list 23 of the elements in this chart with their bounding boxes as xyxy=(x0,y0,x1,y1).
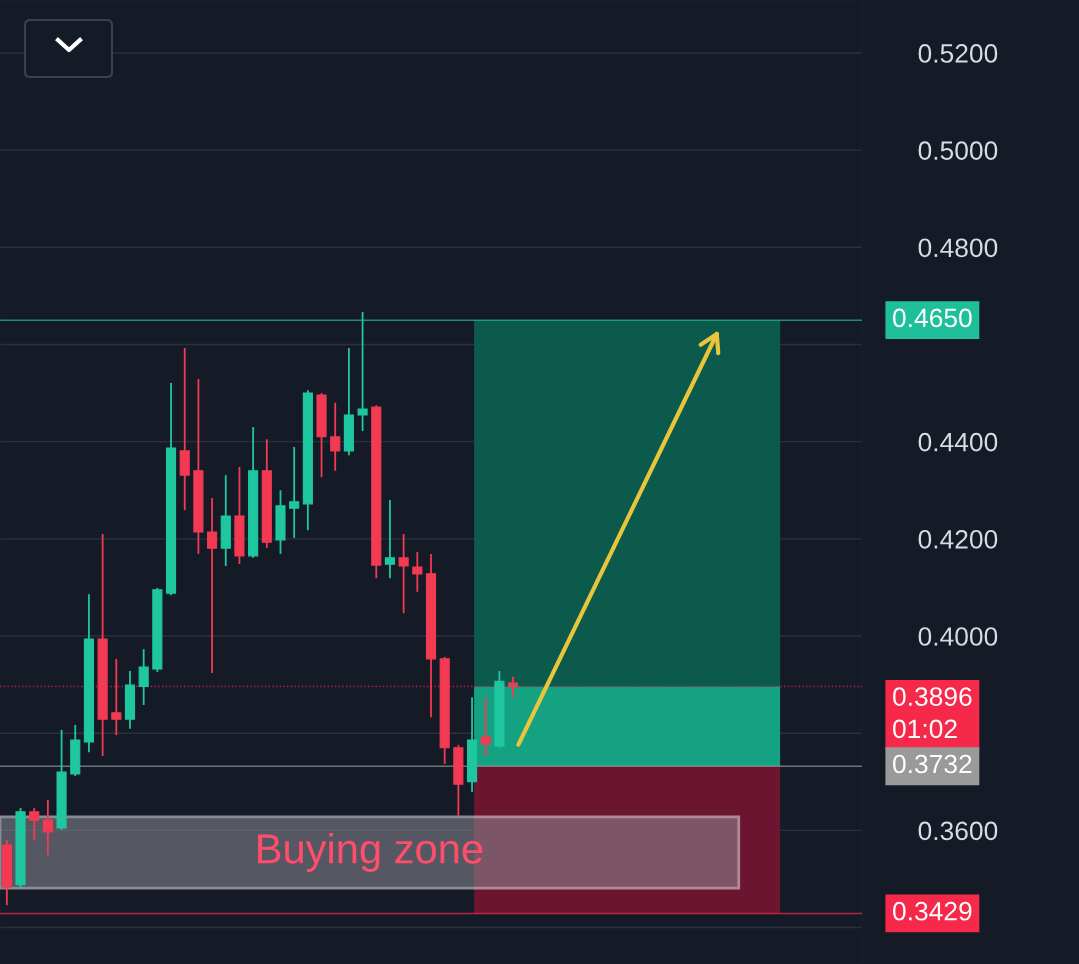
ref-line-label: 0.3429 xyxy=(893,901,972,921)
candlestick xyxy=(330,401,341,472)
candlestick xyxy=(138,648,149,706)
candlestick xyxy=(412,551,423,593)
y-tick-label: 0.5000 xyxy=(918,141,998,160)
ref-line-label: 0.3896 01:02 xyxy=(893,687,972,739)
y-tick-label: 0.4000 xyxy=(918,627,998,646)
y-tick-label: 0.4800 xyxy=(918,238,998,258)
band-label: Buying zone xyxy=(258,833,483,872)
y-tick-label: 0.4200 xyxy=(918,529,998,549)
y-tick-label: 0.5200 xyxy=(918,44,998,63)
candlestick xyxy=(480,696,491,757)
ref-line-label: 0.3732 xyxy=(893,754,972,774)
candlestick xyxy=(398,533,409,615)
candlestick xyxy=(384,499,396,580)
candlestick xyxy=(29,807,40,842)
y-tick-label: 0.4400 xyxy=(918,432,998,452)
candlestick xyxy=(289,446,300,539)
ref-line-label: 0.4650 xyxy=(893,308,972,328)
candlestick xyxy=(42,798,53,857)
y-tick-label: 0.3600 xyxy=(918,821,998,841)
candlestick xyxy=(111,657,122,737)
candlestick xyxy=(207,497,218,674)
